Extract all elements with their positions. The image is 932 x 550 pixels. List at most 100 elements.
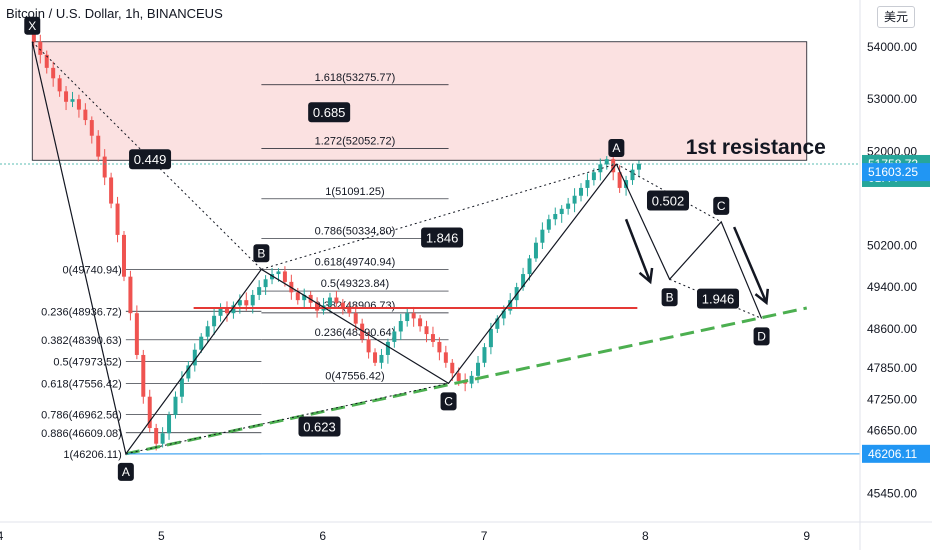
fib-left-label: 0.618(47556.42) — [41, 378, 122, 390]
fib-right-label: 0.786(50334.80) — [315, 225, 396, 237]
x-tick-label: 8 — [642, 529, 649, 543]
candle-body — [521, 274, 526, 288]
candle-body — [121, 234, 126, 277]
candle-body — [540, 229, 545, 243]
candle-body — [585, 180, 590, 188]
candle-body — [617, 172, 622, 188]
candle-body — [430, 334, 435, 342]
candle-body — [360, 323, 365, 340]
candle-body — [257, 287, 262, 295]
ratio-label-bg — [646, 190, 689, 211]
candle-body — [418, 318, 423, 327]
ratio-label-bg — [308, 102, 351, 123]
candle-body — [501, 310, 506, 319]
y-tick-label: 47250.00 — [867, 392, 917, 406]
candle-body — [147, 396, 152, 429]
candle-body — [495, 318, 500, 329]
candle-body — [566, 203, 571, 209]
candle-body — [488, 328, 493, 348]
point-label: A — [612, 141, 620, 155]
candle-body — [405, 313, 410, 322]
y-tick-label: 49400.00 — [867, 280, 917, 294]
candle-body — [70, 99, 75, 102]
candle-body — [450, 362, 455, 374]
candle-body — [244, 300, 249, 306]
arrow-head — [754, 288, 770, 306]
candle-body — [231, 305, 236, 314]
point-label-bg — [24, 16, 41, 35]
candle-body — [334, 297, 339, 303]
y-tick-label: 45450.00 — [867, 486, 917, 500]
candle-body — [476, 362, 481, 376]
candle-body — [379, 354, 384, 363]
ratio-label-bg — [129, 149, 172, 170]
ratio-label: 0.623 — [303, 419, 336, 434]
ratio-label: 0.685 — [313, 105, 346, 120]
candle-body — [199, 336, 204, 350]
candle-body — [340, 302, 345, 308]
y-tick-label: 50200.00 — [867, 238, 917, 252]
candle-body — [270, 274, 275, 280]
candle-body — [604, 159, 609, 165]
candle-body — [31, 31, 36, 42]
candle-body — [44, 54, 49, 68]
point-label-bg — [661, 288, 678, 307]
point-label-bg — [440, 392, 457, 411]
support-trendline — [125, 306, 808, 456]
down-arrow — [732, 226, 768, 304]
fib-right-label: 0.5(49323.84) — [321, 278, 390, 290]
candle-body — [96, 135, 101, 157]
y-tick-label: 52000.00 — [867, 144, 917, 158]
chart-title: Bitcoin / U.S. Dollar, 1h, BINANCEUS — [6, 6, 223, 21]
candle-body — [424, 326, 429, 335]
candle-body — [591, 172, 596, 181]
resistance-zone — [31, 41, 808, 161]
candle-body — [482, 347, 487, 363]
candle-body — [611, 159, 616, 173]
point-label-bg — [253, 244, 270, 263]
ratio-label: 0.502 — [652, 193, 685, 208]
fib-left-label: 0.236(48936.72) — [41, 306, 122, 318]
candle-body — [327, 297, 332, 306]
candle-body — [141, 354, 146, 397]
candle-body — [456, 373, 461, 382]
candle-body — [392, 331, 397, 342]
candle-body — [83, 109, 88, 121]
candle-body — [353, 313, 358, 324]
ratio-label-bg — [421, 227, 464, 248]
point-label: C — [717, 199, 726, 213]
candle-body — [179, 378, 184, 397]
candle-body — [224, 307, 229, 314]
candle-body — [212, 315, 217, 327]
point-label: B — [666, 290, 674, 304]
fib-right-label: 1.272(52052.72) — [315, 136, 396, 148]
candle-body — [347, 307, 352, 314]
candle-body — [508, 300, 513, 311]
currency-button[interactable]: 美元 — [877, 6, 915, 28]
arrow-head — [638, 267, 654, 285]
candle-body — [579, 187, 584, 196]
ratio-label: 1.946 — [702, 292, 735, 307]
point-label-bg — [753, 327, 770, 346]
projection-line — [615, 163, 763, 319]
candle-body — [636, 163, 641, 170]
ratio-label: 1.846 — [426, 231, 459, 246]
candle-body — [109, 177, 114, 204]
candle-body — [373, 352, 378, 363]
point-label: C — [444, 394, 453, 408]
candle-body — [527, 258, 532, 275]
candle-body — [398, 321, 403, 332]
candle-body — [469, 375, 474, 384]
candle-body — [134, 313, 139, 355]
fib-right-label: 1.618(53275.77) — [315, 72, 396, 84]
candle-body — [315, 302, 320, 311]
price-badge-bg — [862, 444, 930, 463]
candle-body — [76, 99, 81, 110]
y-tick-label: 48600.00 — [867, 322, 917, 336]
candle-body — [128, 276, 133, 314]
fib-left-label: 0.786(46962.56) — [41, 409, 122, 421]
candle-body — [57, 78, 62, 92]
x-tick-label: 9 — [803, 529, 810, 543]
